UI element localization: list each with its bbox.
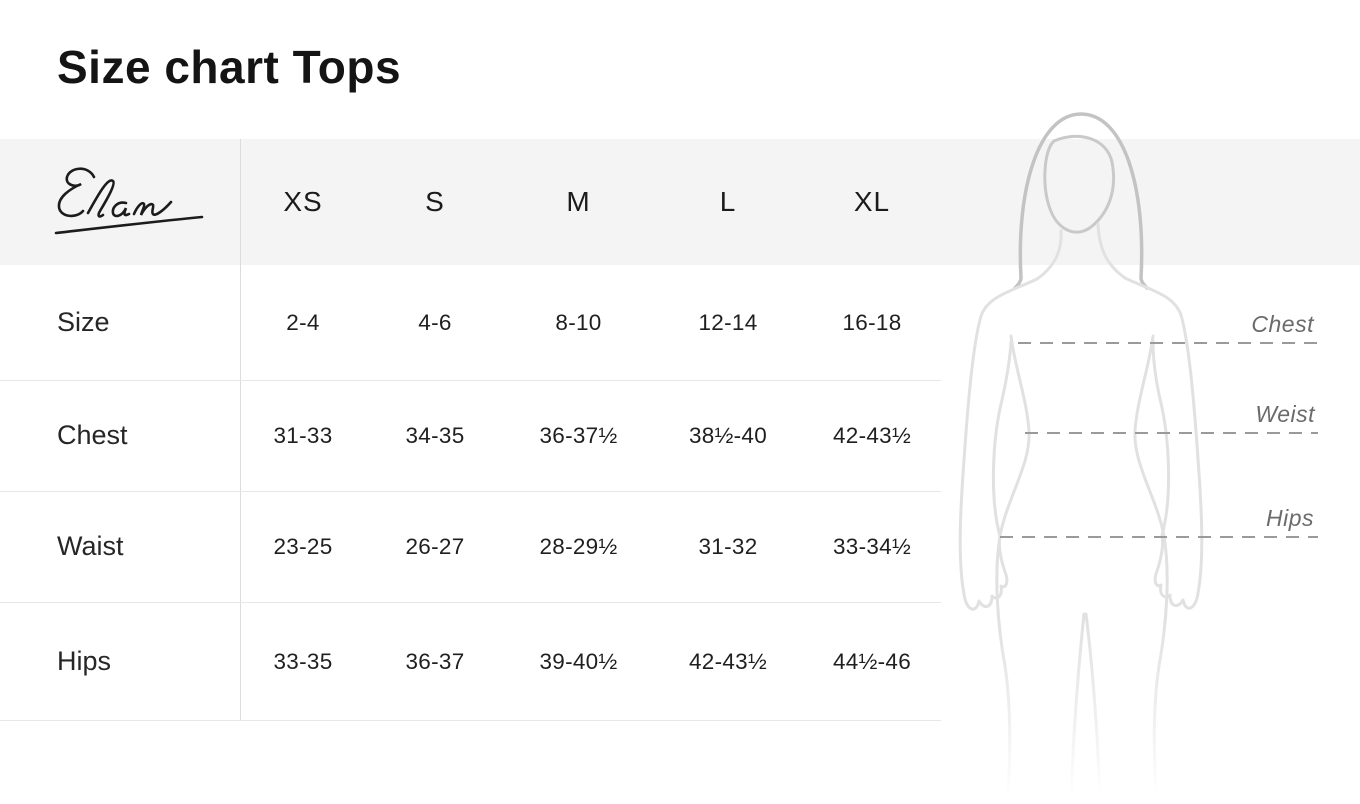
row-divider <box>0 380 941 381</box>
hips-cell: 42-43½ <box>688 648 768 674</box>
size-cell: 2-4 <box>286 309 320 335</box>
elan-signature-logo-icon <box>54 167 204 235</box>
chest-cell: 31-33 <box>273 422 333 448</box>
chest-cell: 38½-40 <box>688 422 768 448</box>
size-cell: 8-10 <box>555 309 602 335</box>
row-label-waist: Waist <box>57 531 124 561</box>
size-column-header-xl: XL <box>853 186 891 217</box>
waist-measure-label: Weist <box>1255 401 1316 427</box>
page-title: Size chart Tops <box>57 41 402 93</box>
waist-cell: 23-25 <box>273 533 333 559</box>
size-table: XS S M L XL Size 2-4 4-6 8-10 12-14 16-1… <box>0 139 941 721</box>
size-cell: 12-14 <box>698 309 758 335</box>
waist-cell: 28-29½ <box>539 533 618 559</box>
hips-measure-label: Hips <box>1266 505 1314 531</box>
size-column-header-xs: XS <box>283 186 323 217</box>
measurement-overlay: Chest Weist Hips <box>1000 311 1318 538</box>
size-cell: 4-6 <box>418 309 452 335</box>
hips-cell: 44½-46 <box>832 648 912 674</box>
size-column-header-s: S <box>425 186 445 217</box>
waist-cell: 33-34½ <box>832 533 912 559</box>
row-label-hips: Hips <box>57 646 112 676</box>
row-divider <box>0 602 941 603</box>
row-label-size: Size <box>57 307 110 337</box>
table-header-band <box>0 139 1360 265</box>
size-column-header-l: L <box>719 186 737 217</box>
waist-cell: 26-27 <box>405 533 465 559</box>
waist-cell: 31-32 <box>698 533 758 559</box>
column-divider <box>240 139 241 721</box>
figure-illustration <box>940 100 1360 804</box>
hips-cell: 36-37 <box>405 648 465 674</box>
row-divider <box>0 491 941 492</box>
row-divider <box>0 720 941 721</box>
chest-measure-label: Chest <box>1251 311 1315 337</box>
brand-logo: Elan <box>50 155 210 250</box>
size-cell: 16-18 <box>842 309 902 335</box>
female-body-outline-icon <box>958 112 1204 804</box>
chest-cell: 34-35 <box>405 422 465 448</box>
hips-cell: 33-35 <box>273 648 333 674</box>
row-label-chest: Chest <box>57 420 128 450</box>
logo-cell <box>0 139 240 265</box>
chest-cell: 36-37½ <box>539 422 618 448</box>
size-column-header-m: M <box>566 186 591 217</box>
hips-cell: 39-40½ <box>539 648 618 674</box>
chest-cell: 42-43½ <box>832 422 912 448</box>
